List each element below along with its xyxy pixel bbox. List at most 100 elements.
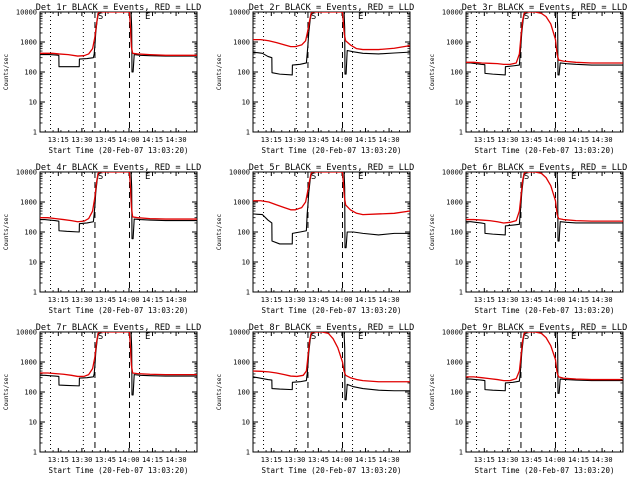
lld-series-line (253, 172, 410, 216)
y-tick-label: 1000 (20, 199, 37, 207)
events-series-line (40, 332, 197, 396)
y-tick-label: 10000 (229, 9, 250, 17)
y-tick-label: 100 (237, 229, 250, 237)
x-tick-label: 14:30 (166, 296, 187, 304)
y-axis-label: Counts/sec (216, 54, 223, 91)
y-tick-label: 10 (29, 99, 37, 107)
series-group (466, 12, 623, 76)
x-tick-label: 13:15 (261, 136, 282, 144)
series-group (466, 172, 623, 242)
x-tick-label: 14:00 (331, 296, 352, 304)
x-tick-label: 14:00 (118, 296, 139, 304)
y-tick-label: 100 (237, 69, 250, 77)
x-tick-label: 14:30 (166, 136, 187, 144)
lld-series-line (40, 172, 197, 223)
x-tick-label: 14:15 (568, 296, 589, 304)
annotation-label-s: S (311, 12, 316, 22)
y-axis-label: Counts/sec (3, 54, 10, 91)
plot-frame (39, 171, 198, 293)
x-axis-label: Start Time (20-Feb-07 13:03:20) (475, 146, 615, 155)
series-group (40, 172, 197, 240)
y-tick-label: 10000 (442, 329, 463, 337)
annotation-label-e: E (145, 12, 150, 22)
annotation-label-e: E (145, 332, 150, 342)
detector-panel-4: Det 4r BLACK = Events, RED = LLD Counts/s… (3, 163, 201, 315)
y-tick-label: 1000 (233, 39, 250, 47)
panel-title: Det 9r BLACK = Events, RED = LLD (462, 323, 628, 333)
x-tick-label: 13:15 (474, 136, 495, 144)
x-tick-label: 14:30 (379, 136, 400, 144)
x-tick-label: 13:45 (95, 456, 116, 464)
x-tick-label: 13:30 (71, 296, 92, 304)
y-tick-label: 100 (24, 69, 37, 77)
x-tick-label: 14:00 (118, 456, 139, 464)
y-tick-label: 10000 (229, 169, 250, 177)
y-tick-label: 10000 (442, 9, 463, 17)
plot-frame (465, 171, 624, 293)
x-tick-label: 13:45 (521, 456, 542, 464)
y-tick-label: 10 (242, 99, 250, 107)
y-tick-label: 10 (29, 419, 37, 427)
x-tick-label: 13:15 (261, 296, 282, 304)
y-tick-label: 100 (237, 389, 250, 397)
y-tick-label: 100 (450, 229, 463, 237)
plot-frame (465, 331, 624, 453)
events-series-line (466, 12, 623, 76)
x-tick-label: 13:45 (521, 136, 542, 144)
plot-frame (252, 171, 411, 293)
x-tick-label: 13:30 (497, 296, 518, 304)
y-tick-label: 10 (455, 99, 463, 107)
events-series-line (253, 172, 410, 249)
x-tick-label: 14:30 (592, 296, 613, 304)
y-tick-label: 1 (33, 449, 37, 457)
panel-title: Det 8r BLACK = Events, RED = LLD (249, 323, 415, 333)
annotation-label-e: E (358, 12, 363, 22)
x-tick-label: 14:15 (355, 296, 376, 304)
detector-panel-7: Det 7r BLACK = Events, RED = LLD Counts/s… (3, 323, 201, 475)
plot-frame (39, 331, 198, 453)
x-tick-label: 13:30 (284, 456, 305, 464)
annotation-label-s: S (311, 172, 316, 182)
annotation-label-e: E (571, 332, 576, 342)
y-axis-label: Counts/sec (429, 54, 436, 91)
events-series-line (253, 12, 410, 76)
x-tick-label: 13:45 (308, 456, 329, 464)
y-tick-label: 10000 (16, 169, 37, 177)
x-tick-label: 14:00 (544, 296, 565, 304)
x-tick-label: 13:30 (497, 456, 518, 464)
annotation-label-e: E (358, 172, 363, 182)
x-tick-label: 13:45 (308, 296, 329, 304)
y-tick-label: 10 (242, 259, 250, 267)
panel-title: Det 3r BLACK = Events, RED = LLD (462, 3, 628, 13)
x-tick-label: 14:00 (544, 136, 565, 144)
annotation-label-e: E (145, 172, 150, 182)
y-tick-label: 1000 (233, 199, 250, 207)
panel-title: Det 7r BLACK = Events, RED = LLD (36, 323, 202, 333)
y-axis-label: Counts/sec (429, 214, 436, 251)
annotation-label-e: E (571, 12, 576, 22)
y-axis-label: Counts/sec (3, 214, 10, 251)
x-axis-label: Start Time (20-Feb-07 13:03:20) (475, 466, 615, 475)
x-tick-label: 13:15 (261, 456, 282, 464)
y-tick-label: 1 (246, 289, 250, 297)
x-axis-label: Start Time (20-Feb-07 13:03:20) (262, 306, 402, 315)
x-axis-label: Start Time (20-Feb-07 13:03:20) (475, 306, 615, 315)
series-group (466, 332, 623, 394)
annotation-label-e: E (358, 332, 363, 342)
y-tick-label: 10000 (229, 329, 250, 337)
x-tick-label: 13:15 (474, 296, 495, 304)
y-tick-label: 1 (459, 289, 463, 297)
detector-panel-2: Det 2r BLACK = Events, RED = LLD Counts/s… (216, 3, 414, 155)
x-tick-label: 13:45 (95, 296, 116, 304)
y-axis-label: Counts/sec (3, 374, 10, 411)
y-tick-label: 1000 (20, 39, 37, 47)
y-tick-label: 1 (33, 289, 37, 297)
annotation-label-s: S (98, 332, 103, 342)
panel-title: Det 2r BLACK = Events, RED = LLD (249, 3, 415, 13)
lld-series-line (253, 12, 410, 51)
plot-frame (465, 11, 624, 133)
panel-title: Det 5r BLACK = Events, RED = LLD (249, 163, 415, 173)
annotation-label-s: S (311, 332, 316, 342)
x-tick-label: 13:30 (71, 456, 92, 464)
y-tick-label: 10 (455, 419, 463, 427)
